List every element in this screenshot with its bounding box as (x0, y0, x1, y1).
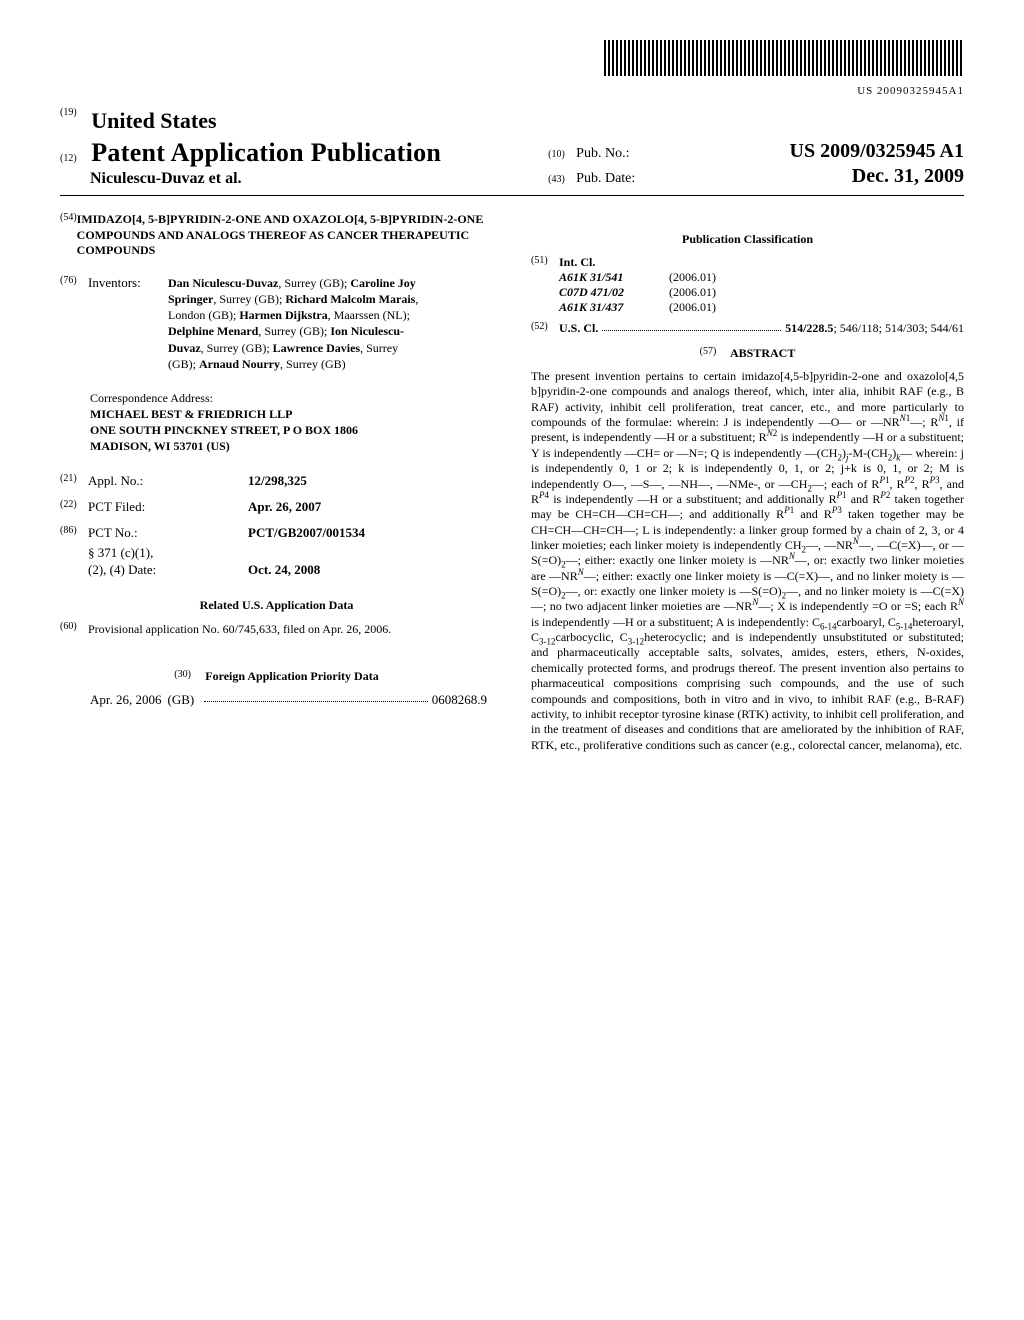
uscl-dots (602, 321, 781, 331)
pubdate-num: (43) (548, 174, 576, 187)
pubtype-num: (12) (60, 153, 88, 166)
inventors-num: (76) (60, 275, 88, 372)
header-row: (19) United States (12) Patent Applicati… (60, 107, 964, 189)
applno-label: Appl. No.: (88, 473, 248, 489)
pctno-row: (86) PCT No.: PCT/GB2007/001534 (60, 525, 493, 541)
intcl-year-1: (2006.01) (669, 285, 716, 300)
inventors-block: (76) Inventors: Dan Niculescu-Duvaz, Sur… (60, 275, 493, 372)
intcl-code-2: A61K 31/437 (559, 300, 669, 315)
s371-val: Oct. 24, 2008 (248, 562, 320, 578)
foreign-hdr-text: Foreign Application Priority Data (205, 669, 378, 683)
header-left: (19) United States (12) Patent Applicati… (60, 107, 530, 189)
pubtype-label: Patent Application Publication (91, 138, 441, 167)
pctfiled-num: (22) (60, 499, 88, 515)
pctfiled-row: (22) PCT Filed: Apr. 26, 2007 (60, 499, 493, 515)
title-num: (54) (60, 212, 77, 259)
related-header: Related U.S. Application Data (60, 598, 493, 613)
pubclass-header: Publication Classification (531, 232, 964, 247)
intcl-num: (51) (531, 255, 559, 315)
pctno-label: PCT No.: (88, 525, 248, 541)
foreign-data-row: Apr. 26, 2006 (GB) 0608268.9 (90, 692, 487, 708)
abstract-header: (57) ABSTRACT (531, 346, 964, 361)
pctfiled-label: PCT Filed: (88, 499, 248, 515)
abstract-text: The present invention pertains to certai… (531, 369, 964, 753)
uscl-vals: 514/228.5; 546/118; 514/303; 544/61 (785, 321, 964, 336)
related-num: (60) (60, 621, 88, 637)
foreign-num: (30) (174, 669, 202, 682)
pctno-val: PCT/GB2007/001534 (248, 525, 365, 541)
barcode-graphic (604, 40, 964, 76)
main-columns: (54) IMIDAZO[4, 5-B]PYRIDIN-2-ONE AND OX… (60, 212, 964, 753)
barcode-block: US 20090325945A1 (60, 40, 964, 99)
country-num: (19) (60, 107, 88, 120)
intcl-year-0: (2006.01) (669, 270, 716, 285)
applno-num: (21) (60, 473, 88, 489)
foreign-date: Apr. 26, 2006 (90, 692, 162, 708)
pubdate-val: Dec. 31, 2009 (852, 164, 964, 189)
applno-row: (21) Appl. No.: 12/298,325 (60, 473, 493, 489)
applno-val: 12/298,325 (248, 473, 307, 489)
pubno-label: Pub. No.: (576, 145, 629, 163)
correspondence-line-2: MADISON, WI 53701 (US) (90, 438, 493, 454)
uscl-val-rest: ; 546/118; 514/303; 544/61 (833, 321, 964, 335)
pctno-num: (86) (60, 525, 88, 541)
s371-label-2: (2), (4) Date: (88, 562, 248, 578)
intcl-row-1: C07D 471/02 (2006.01) (559, 285, 964, 300)
authors-line: Niculescu-Duvaz et al. (90, 170, 242, 187)
intcl-row-2: A61K 31/437 (2006.01) (559, 300, 964, 315)
dots (204, 692, 428, 702)
related-row: (60) Provisional application No. 60/745,… (60, 621, 493, 637)
s371-spacer-2 (60, 562, 88, 578)
left-column: (54) IMIDAZO[4, 5-B]PYRIDIN-2-ONE AND OX… (60, 212, 493, 753)
foreign-header: (30) Foreign Application Priority Data (60, 669, 493, 684)
uscl-row: (52) U.S. Cl. 514/228.5; 546/118; 514/30… (531, 321, 964, 336)
title-text: IMIDAZO[4, 5-B]PYRIDIN-2-ONE AND OXAZOLO… (77, 212, 493, 259)
intcl-code-0: A61K 31/541 (559, 270, 669, 285)
barcode-number: US 20090325945A1 (857, 85, 964, 97)
pubdate-label: Pub. Date: (576, 170, 635, 188)
uscl-val-main: 514/228.5 (785, 321, 833, 335)
inventors-text: Dan Niculescu-Duvaz, Surrey (GB); Caroli… (168, 275, 423, 372)
s371-row-1: § 371 (c)(1), (60, 545, 493, 561)
correspondence-label: Correspondence Address: (90, 390, 493, 406)
correspondence-line-0: MICHAEL BEST & FRIEDRICH LLP (90, 406, 493, 422)
header-rule (60, 195, 964, 196)
country-label: United States (91, 108, 216, 133)
intcl-label: Int. Cl. (559, 255, 964, 270)
foreign-country: (GB) (168, 692, 195, 708)
uscl-num: (52) (531, 321, 559, 336)
s371-spacer (60, 545, 88, 561)
related-text: Provisional application No. 60/745,633, … (88, 621, 391, 637)
correspondence-line-1: ONE SOUTH PINCKNEY STREET, P O BOX 1806 (90, 422, 493, 438)
correspondence-block: Correspondence Address: MICHAEL BEST & F… (90, 390, 493, 455)
s371-label: § 371 (c)(1), (88, 545, 248, 561)
title-block: (54) IMIDAZO[4, 5-B]PYRIDIN-2-ONE AND OX… (60, 212, 493, 259)
right-column: Publication Classification (51) Int. Cl.… (531, 212, 964, 753)
pubno-num: (10) (548, 149, 576, 162)
foreign-appno: 0608268.9 (432, 692, 487, 708)
intcl-list: A61K 31/541 (2006.01) C07D 471/02 (2006.… (559, 270, 964, 315)
intcl-code-1: C07D 471/02 (559, 285, 669, 300)
pctfiled-val: Apr. 26, 2007 (248, 499, 321, 515)
inventors-label: Inventors: (88, 275, 168, 372)
intcl-year-2: (2006.01) (669, 300, 716, 315)
intcl-row-0: A61K 31/541 (2006.01) (559, 270, 964, 285)
abstract-num: (57) (700, 346, 728, 359)
intcl-block: (51) Int. Cl. A61K 31/541 (2006.01) C07D… (531, 255, 964, 315)
s371-row-2: (2), (4) Date: Oct. 24, 2008 (60, 562, 493, 578)
header-right: (10) Pub. No.: US 2009/0325945 A1 (43) P… (548, 139, 964, 189)
uscl-label: U.S. Cl. (559, 321, 598, 336)
pubno-val: US 2009/0325945 A1 (790, 139, 964, 164)
abstract-hdr-text: ABSTRACT (730, 346, 795, 360)
